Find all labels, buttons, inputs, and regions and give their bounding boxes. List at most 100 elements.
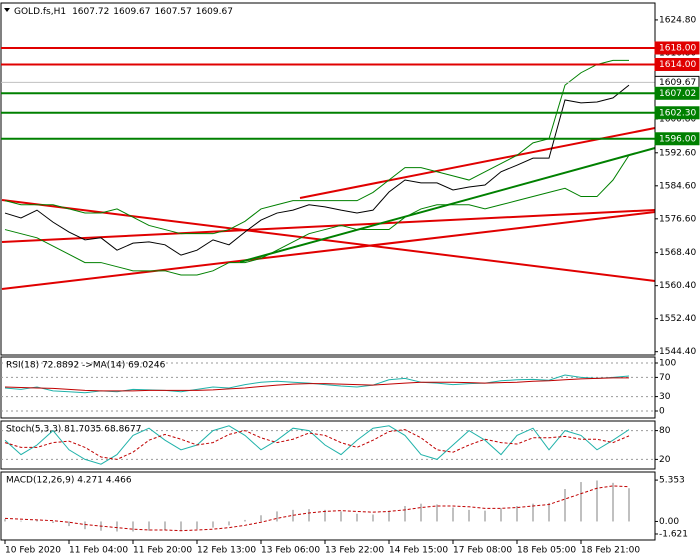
stoch-signal-line (4, 429, 630, 460)
y-tick-label: 5.353 (659, 476, 685, 486)
histogram-bar (452, 507, 454, 522)
panel-title: Stoch(5,3,3) 81.7035 68.8677 (6, 425, 141, 435)
level-label: 1614.00 (659, 60, 696, 70)
y-tick-label: 0.00 (659, 517, 679, 527)
panel-title: MACD(12,26,9) 4.271 4.466 (6, 476, 132, 486)
x-tick-label: 11 Feb 20:00 (133, 546, 192, 556)
x-tick-label: 18 Feb 05:00 (517, 546, 576, 556)
panel-frame (0, 356, 656, 419)
panel-frame (0, 471, 656, 541)
menu-arrow (4, 8, 10, 12)
level-label-box (654, 41, 700, 55)
y-tick-label: 80 (659, 426, 671, 436)
histogram-bar (404, 506, 406, 522)
histogram-bar (612, 482, 614, 522)
level-label-box (654, 86, 700, 100)
level-label: 1596.00 (659, 134, 696, 144)
histogram-bar (4, 519, 6, 522)
histogram-bar (324, 509, 326, 522)
level-label: 1607.02 (659, 89, 696, 99)
x-tick-label: 13 Feb 22:00 (325, 546, 384, 556)
histogram-bar (164, 521, 166, 530)
y-tick-label: 1576.60 (659, 214, 696, 224)
histogram-bar (628, 488, 630, 522)
histogram-bar (132, 521, 134, 532)
histogram-bar (116, 521, 118, 532)
x-tick-label: 18 Feb 21:00 (581, 546, 640, 556)
price-line (4, 84, 630, 256)
histogram-bar (356, 513, 358, 522)
ohlc-value: 1607.72 (72, 7, 109, 17)
y-tick-label: 100 (659, 358, 676, 368)
trend-lines (1, 127, 656, 290)
histogram-bar (500, 508, 502, 522)
histogram-bar (548, 502, 550, 522)
y-tick-label: 1592.60 (659, 148, 696, 158)
ohlc-value: 1607.57 (155, 7, 192, 17)
x-tick-label: 12 Feb 13:00 (197, 546, 256, 556)
histogram-bar (388, 510, 390, 522)
level-label: 1609.67 (659, 78, 696, 88)
y-tick-label: 1560.40 (659, 281, 696, 291)
trend-line (1, 209, 656, 243)
signal-line (4, 485, 630, 532)
trend-line (1, 211, 656, 290)
y-tick-label: 1584.60 (659, 181, 696, 191)
histogram-bar (228, 521, 230, 526)
y-tick-label: 1600.80 (659, 114, 696, 124)
x-tick-label: 11 Feb 04:00 (69, 546, 128, 556)
x-tick-label: 10 Feb 2020 (5, 546, 61, 556)
panel-frame (0, 420, 656, 470)
histogram-bar (148, 521, 150, 531)
level-label-box (654, 106, 700, 120)
histogram-bar (36, 519, 38, 522)
trend-line (1, 199, 656, 282)
histogram-bar (68, 521, 70, 527)
y-tick-label: 1544.40 (659, 347, 696, 357)
lower-band (4, 155, 630, 276)
level-label: 1618.00 (659, 43, 696, 53)
histogram-bar (516, 506, 518, 522)
histogram-bar (276, 511, 278, 522)
histogram-bar (196, 521, 198, 530)
histogram-bar (484, 510, 486, 522)
chart-title: GOLD.fs,H1 1607.72 1609.67 1607.57 1609.67 (14, 7, 233, 17)
histogram-bar (468, 509, 470, 522)
histogram-bar (436, 504, 438, 522)
y-tick-label: 1552.40 (659, 314, 696, 324)
histogram-bar (292, 509, 294, 522)
upper-band (4, 59, 629, 235)
histogram-bar (244, 519, 246, 522)
histogram-bar (180, 521, 182, 531)
panel-frame (0, 2, 656, 356)
histogram-bar (260, 515, 262, 522)
histogram-bar (532, 503, 534, 522)
y-tick-label: 70 (659, 373, 671, 383)
ohlc-value: 1609.67 (113, 7, 150, 17)
y-tick-label: 30 (659, 392, 671, 402)
y-tick-label: 20 (659, 455, 671, 465)
x-tick-label: 13 Feb 06:00 (261, 546, 320, 556)
histogram-bar (564, 489, 566, 522)
histogram-bar (420, 503, 422, 522)
histogram-bar (212, 521, 214, 528)
histogram-bar (52, 521, 54, 523)
y-tick-label: -1.621 (659, 529, 688, 539)
y-tick-label: 1568.40 (659, 248, 696, 258)
panel-title: RSI(18) 72.8892 ->MA(14) 69.0246 (6, 361, 166, 371)
symbol: GOLD.fs,H1 (14, 7, 66, 17)
histogram-bar (580, 482, 582, 522)
y-tick-label: 1624.80 (659, 15, 696, 25)
rsi-ma-line (4, 377, 629, 392)
x-tick-label: 17 Feb 08:00 (453, 546, 512, 556)
x-tick-label: 14 Feb 15:00 (389, 546, 448, 556)
histogram-bar (308, 509, 310, 522)
histogram-bar (340, 511, 342, 522)
histogram-bar (372, 514, 374, 522)
histogram-bar (84, 521, 86, 530)
stoch-main-line (4, 425, 630, 465)
level-label-box (654, 57, 700, 71)
histogram-bar (20, 520, 22, 522)
level-label: 1602.30 (659, 108, 696, 118)
